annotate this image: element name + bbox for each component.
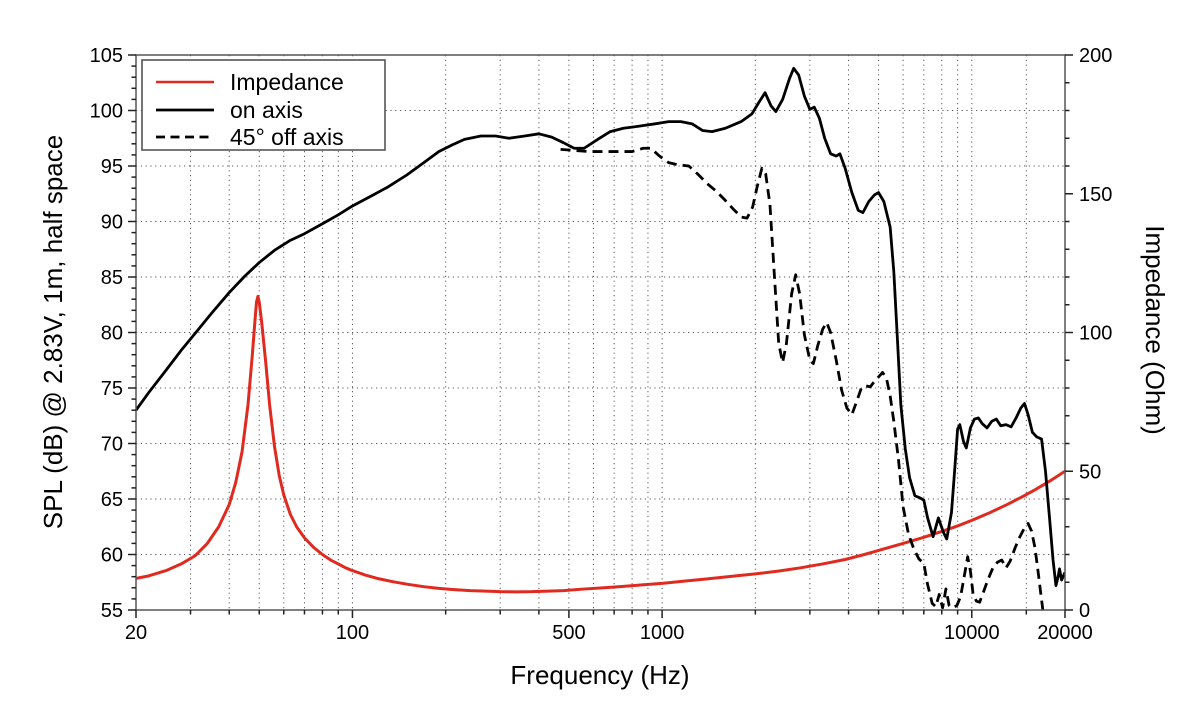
x-tick-label: 20000 xyxy=(1037,622,1093,644)
y-left-tick-label: 90 xyxy=(101,212,123,234)
y-left-tick-label: 80 xyxy=(101,323,123,345)
y-right-tick-label: 0 xyxy=(1079,600,1090,622)
x-tick-label: 10000 xyxy=(944,622,1000,644)
data-curves xyxy=(136,66,1065,611)
y-left-tick-label: 100 xyxy=(90,101,123,123)
y-left-tick-label: 105 xyxy=(90,45,123,67)
x-tick-label: 500 xyxy=(552,622,585,644)
x-tick-label: 1000 xyxy=(640,622,685,644)
y-left-tick-label: 55 xyxy=(101,600,123,622)
curve-45-off-axis xyxy=(560,146,1045,611)
axis-ticks xyxy=(128,54,1073,618)
curve-on-axis xyxy=(136,66,1065,587)
y-left-axis-title: SPL (dB) @ 2.83V, 1m, half space xyxy=(38,135,68,529)
legend-label-45-off-axis: 45° off axis xyxy=(230,124,344,150)
y-left-tick-label: 85 xyxy=(101,267,123,289)
x-tick-label: 20 xyxy=(125,622,147,644)
legend-label-impedance: Impedance xyxy=(230,69,344,95)
legend-label-on-axis: on axis xyxy=(230,97,303,123)
y-left-tick-label: 65 xyxy=(101,489,123,511)
y-left-tick-labels: 55 60 65 70 75 80 85 90 95 100 105 xyxy=(90,45,123,622)
legend: Impedance on axis 45° off axis xyxy=(141,59,386,151)
y-left-tick-label: 70 xyxy=(101,434,123,456)
y-right-tick-label: 200 xyxy=(1079,45,1112,67)
y-left-tick-label: 95 xyxy=(101,156,123,178)
y-left-tick-label: 75 xyxy=(101,378,123,400)
legend-box xyxy=(141,59,386,151)
y-right-tick-label: 100 xyxy=(1079,323,1112,345)
y-right-tick-label: 50 xyxy=(1079,461,1101,483)
y-left-tick-label: 60 xyxy=(101,545,123,567)
x-axis-title: Frequency (Hz) xyxy=(510,660,689,690)
y-right-tick-label: 150 xyxy=(1079,184,1112,206)
curve-impedance xyxy=(136,294,1065,594)
y-right-tick-labels: 0 50 100 150 200 xyxy=(1079,45,1112,622)
x-tick-labels: 20 100 500 1000 10000 20000 xyxy=(125,622,1093,644)
x-tick-label: 100 xyxy=(336,622,369,644)
y-right-axis-title: Impedance (Ohm) xyxy=(1140,225,1170,435)
